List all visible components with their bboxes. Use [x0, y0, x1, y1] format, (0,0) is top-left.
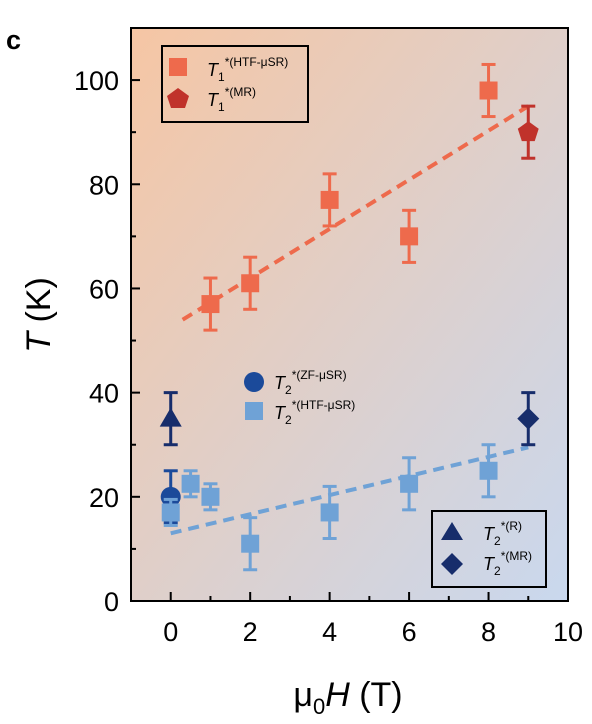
t1_mr-point — [517, 121, 539, 142]
t1_htf-point — [201, 295, 220, 314]
x-axis: 0 2 4 6 8 10 — [163, 592, 583, 647]
legend-marker-circle — [244, 372, 264, 392]
x-tick-label: 6 — [402, 617, 417, 647]
t2_r-point — [159, 407, 182, 427]
legend-label-t1-htf: T1*(HTF-μSR) — [207, 55, 288, 84]
legend-marker-diamond — [441, 553, 463, 575]
fit_t1-line — [181, 104, 530, 322]
fit-lines — [170, 104, 530, 536]
x-tick-label: 8 — [481, 617, 496, 647]
y-axis: 0 20 40 60 80 100 — [74, 66, 140, 617]
legend-label-t1-mr: T1*(MR) — [207, 85, 256, 114]
legend-box — [161, 45, 309, 123]
t2_htf-point — [201, 487, 220, 506]
x-axis-label: μ0H (T) — [293, 676, 402, 719]
t2_htf-point — [320, 503, 339, 522]
legend-label-t2-zf: T2*(ZF-μSR) — [274, 368, 347, 397]
x-tick-label: 2 — [243, 617, 258, 647]
x-tick-label: 10 — [553, 617, 583, 647]
t1_htf-point — [400, 227, 419, 246]
panel-label: c — [6, 25, 21, 55]
plot-frame — [130, 27, 569, 602]
x-tick-label: 0 — [163, 617, 178, 647]
x-tick-label: 4 — [322, 617, 337, 647]
y-tick-label: 40 — [89, 379, 119, 409]
legend-label-t2-r: T2*(R) — [483, 519, 522, 548]
t1_htf-point — [241, 274, 260, 293]
t2_zf-point — [160, 486, 181, 507]
t2_htf-point — [161, 503, 180, 522]
legend-marker-square — [169, 58, 187, 76]
y-tick-label: 0 — [104, 587, 119, 617]
legend-marker-triangle — [441, 522, 463, 540]
y-axis-label: T (K) — [20, 277, 58, 353]
legend-t2-mid: T2*(ZF-μSR) T2*(HTF-μSR) — [244, 368, 355, 427]
legend-marker-pentagon — [167, 88, 189, 108]
fit_t2-line — [170, 445, 529, 536]
t2_htf-point — [479, 461, 498, 480]
legend-t2-br: T2*(R) T2*(MR) — [431, 510, 547, 588]
legend-label-t2-mr: T2*(MR) — [483, 549, 532, 578]
t1_htf-point — [320, 190, 339, 209]
y-tick-label: 20 — [89, 483, 119, 513]
data-marks — [159, 62, 540, 572]
legend-label-t2-htf: T2*(HTF-μSR) — [274, 398, 355, 427]
y-tick-label: 100 — [74, 66, 119, 96]
t2_htf-point — [241, 534, 260, 553]
legend-t1: T1*(HTF-μSR) T1*(MR) — [161, 45, 309, 123]
legend-marker-square — [245, 402, 263, 420]
plot-background — [131, 28, 568, 601]
t1_htf-point — [479, 81, 498, 100]
t2_htf-point — [400, 474, 419, 493]
y-tick-label: 60 — [89, 274, 119, 304]
t2_htf-point — [181, 474, 200, 493]
t2_mr-point — [517, 407, 540, 430]
legend-box — [431, 510, 547, 588]
y-tick-label: 80 — [89, 170, 119, 200]
